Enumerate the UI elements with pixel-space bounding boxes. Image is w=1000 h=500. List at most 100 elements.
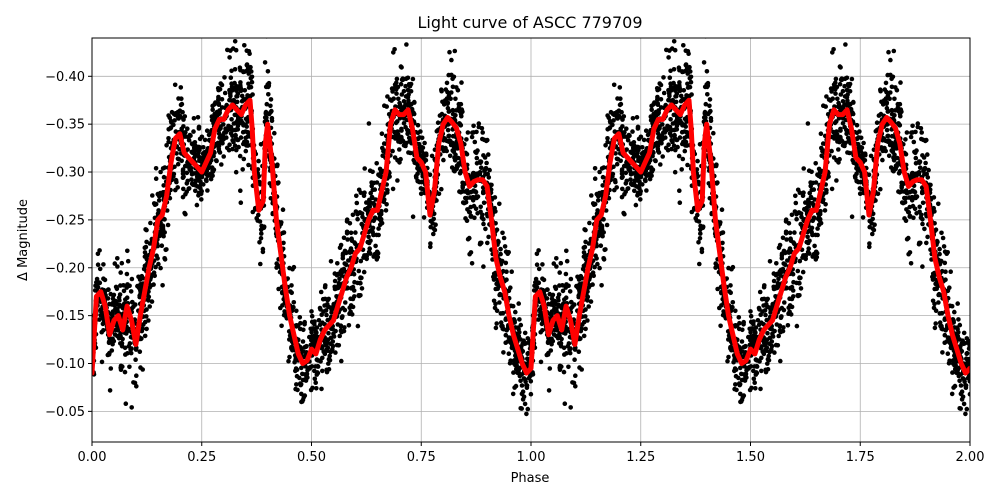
observation-point <box>204 178 209 184</box>
observation-point <box>113 298 118 304</box>
observation-point <box>401 121 407 126</box>
observation-point <box>783 217 789 222</box>
observation-point <box>172 82 178 88</box>
observation-point <box>320 355 325 361</box>
observation-point <box>563 271 569 277</box>
observation-point <box>259 231 264 236</box>
observation-point <box>370 187 376 193</box>
observation-point <box>213 112 219 117</box>
observation-point <box>275 162 280 167</box>
observation-point <box>346 323 352 328</box>
observation-point <box>765 367 771 372</box>
observation-point <box>228 75 234 80</box>
observation-point <box>836 147 841 152</box>
observation-point <box>752 380 757 386</box>
observation-point <box>341 235 347 241</box>
observation-point <box>185 178 190 184</box>
observation-point <box>127 341 133 346</box>
observation-point <box>218 81 223 86</box>
observation-point <box>902 195 907 201</box>
observation-point <box>475 194 481 199</box>
observation-point <box>452 158 458 163</box>
observation-point <box>369 180 374 185</box>
observation-point <box>607 118 613 124</box>
observation-point <box>125 248 130 254</box>
observation-point <box>391 96 397 101</box>
observation-point <box>632 188 637 194</box>
observation-point <box>117 304 122 309</box>
observation-point <box>478 165 484 170</box>
observation-point <box>620 186 625 192</box>
observation-point <box>793 193 798 199</box>
observation-point <box>498 320 504 325</box>
observation-point <box>571 380 577 386</box>
observation-point <box>368 251 373 256</box>
observation-point <box>125 258 131 264</box>
observation-point <box>513 353 518 358</box>
observation-point <box>858 145 864 151</box>
observation-point <box>587 220 592 226</box>
observation-point <box>711 130 716 136</box>
observation-point <box>118 283 123 288</box>
observation-point <box>667 131 673 136</box>
observation-point <box>812 197 817 202</box>
observation-point <box>403 83 408 89</box>
observation-point <box>707 97 713 102</box>
observation-point <box>521 394 527 400</box>
observation-point <box>99 359 105 365</box>
observation-point <box>682 148 688 154</box>
observation-point <box>206 132 212 138</box>
observation-point <box>651 102 656 107</box>
observation-point <box>184 189 189 195</box>
observation-point <box>708 118 714 123</box>
observation-point <box>933 227 939 232</box>
observation-point <box>920 200 926 206</box>
observation-point <box>468 213 474 219</box>
observation-point <box>854 122 860 128</box>
observation-point <box>119 260 125 266</box>
observation-point <box>765 330 770 336</box>
observation-point <box>308 342 314 348</box>
observation-point <box>204 128 210 133</box>
observation-point <box>719 207 725 212</box>
observation-point <box>670 97 676 103</box>
observation-point <box>917 204 922 210</box>
observation-point <box>217 86 223 92</box>
observation-point <box>421 215 427 220</box>
observation-point <box>677 88 683 94</box>
observation-point <box>937 292 943 298</box>
observation-point <box>246 81 251 87</box>
observation-point <box>951 320 956 325</box>
observation-point <box>478 204 484 210</box>
observation-point <box>831 129 836 135</box>
observation-point <box>955 301 960 306</box>
observation-point <box>952 362 957 368</box>
observation-point <box>232 67 238 72</box>
observation-point <box>924 240 929 246</box>
observation-point <box>667 91 672 97</box>
observation-point <box>416 141 422 147</box>
observation-point <box>834 178 839 183</box>
observation-point <box>885 93 891 99</box>
observation-point <box>185 147 190 152</box>
observation-point <box>165 222 171 228</box>
observation-point <box>725 358 730 364</box>
observation-point <box>327 353 333 359</box>
observation-point <box>191 151 197 156</box>
observation-point <box>178 85 184 90</box>
observation-point <box>406 98 411 104</box>
observation-point <box>398 64 404 69</box>
observation-point <box>492 276 498 282</box>
observation-point <box>600 174 606 180</box>
observation-point <box>738 399 743 405</box>
observation-point <box>333 350 338 355</box>
observation-point <box>154 253 159 258</box>
observation-point <box>422 140 427 146</box>
observation-point <box>799 214 804 220</box>
observation-point <box>936 201 941 207</box>
observation-point <box>333 328 338 334</box>
observation-point <box>137 277 143 282</box>
observation-point <box>108 366 114 371</box>
observation-point <box>108 291 113 297</box>
observation-point <box>464 218 470 223</box>
